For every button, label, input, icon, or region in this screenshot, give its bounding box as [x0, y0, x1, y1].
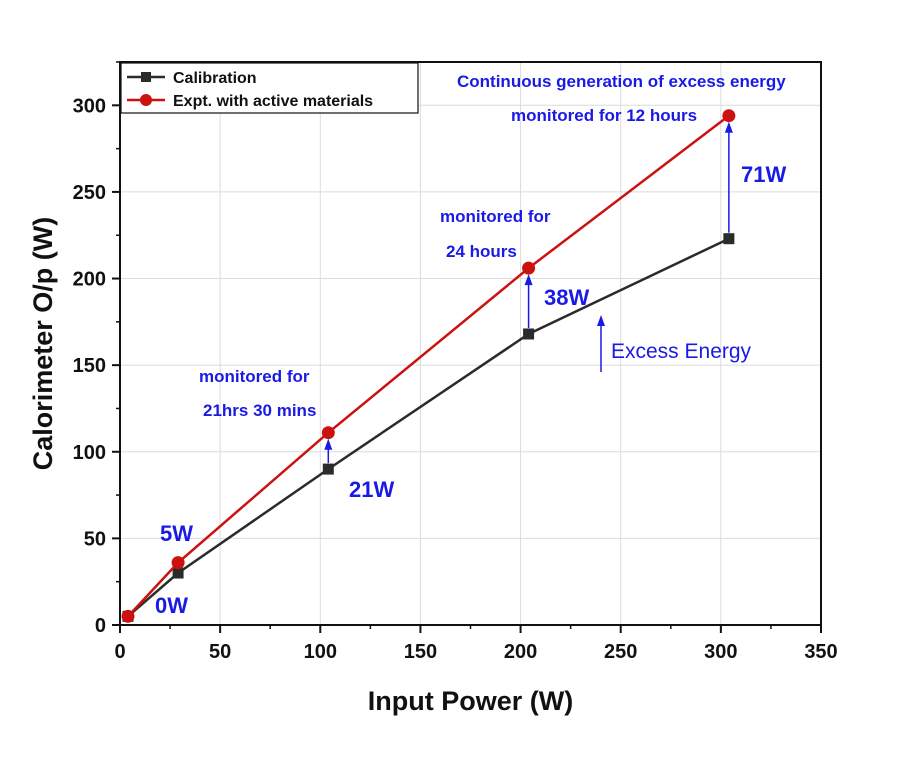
y-axis-label: Calorimeter O/p (W) [28, 217, 58, 471]
experiment-point [722, 109, 736, 123]
annotation-text: 71W [741, 162, 786, 187]
annotation-text: Excess Energy [611, 340, 752, 363]
legend-label-0: Calibration [173, 70, 257, 87]
experiment-point [522, 261, 536, 275]
experiment-point [121, 609, 135, 623]
annotation-text: monitored for 12 hours [511, 106, 697, 125]
series-group [121, 109, 736, 623]
x-tick-label: 200 [504, 641, 537, 663]
excess-energy-arrow-head [597, 315, 605, 326]
x-tick-label: 150 [404, 641, 437, 663]
calibration-point [523, 328, 535, 340]
y-tick-label: 200 [73, 269, 106, 291]
annotation-text: Continuous generation of excess energy [457, 72, 786, 91]
excess-arrow-head [524, 274, 533, 286]
experiment-point [321, 426, 335, 440]
x-tick-label: 350 [804, 641, 837, 663]
x-tick-label: 100 [304, 641, 337, 663]
calibration-point [322, 463, 334, 475]
excess-arrow-head [324, 438, 333, 450]
legend-label-1: Expt. with active materials [173, 93, 373, 110]
legend-box [120, 62, 419, 114]
legend-marker-circle [140, 94, 152, 106]
annotation-text: monitored for [440, 207, 551, 226]
excess-arrows [324, 121, 733, 464]
legend: Calibration Expt. with active materials [120, 62, 419, 114]
experiment-point [171, 556, 185, 570]
x-axis-label: Input Power (W) [368, 686, 573, 716]
annotation-text: monitored for [199, 367, 310, 386]
annotation-text: 5W [160, 521, 193, 546]
annotation-text: 21W [349, 477, 394, 502]
y-tick-label: 100 [73, 442, 106, 464]
y-tick-label: 150 [73, 355, 106, 377]
y-tick-label: 50 [84, 528, 106, 550]
x-tick-label: 300 [704, 641, 737, 663]
annotation-text: 0W [155, 593, 188, 618]
axes [112, 61, 822, 633]
annotation-text: 38W [544, 285, 589, 310]
legend-marker-square [141, 72, 151, 82]
x-tick-label: 250 [604, 641, 637, 663]
excess-arrow-head [724, 121, 733, 133]
y-tick-label: 300 [73, 95, 106, 117]
annotation-text: 21hrs 30 mins [203, 401, 316, 420]
y-tick-label: 0 [95, 615, 106, 637]
annotation-text: 24 hours [446, 242, 517, 261]
series-line-0 [127, 237, 730, 618]
annotations: 0W 5W 21W 38W 71W monitored for 21hrs 30 mins m… [155, 72, 786, 618]
calibration-point [172, 567, 184, 579]
calibration-point [723, 233, 735, 245]
tick-labels: 0 50 100 150 200 250 300 350 0 50 100 150 200 250 300 [73, 95, 838, 663]
y-tick-label: 250 [73, 182, 106, 204]
x-tick-label: 0 [114, 641, 125, 663]
x-tick-label: 50 [209, 641, 231, 663]
